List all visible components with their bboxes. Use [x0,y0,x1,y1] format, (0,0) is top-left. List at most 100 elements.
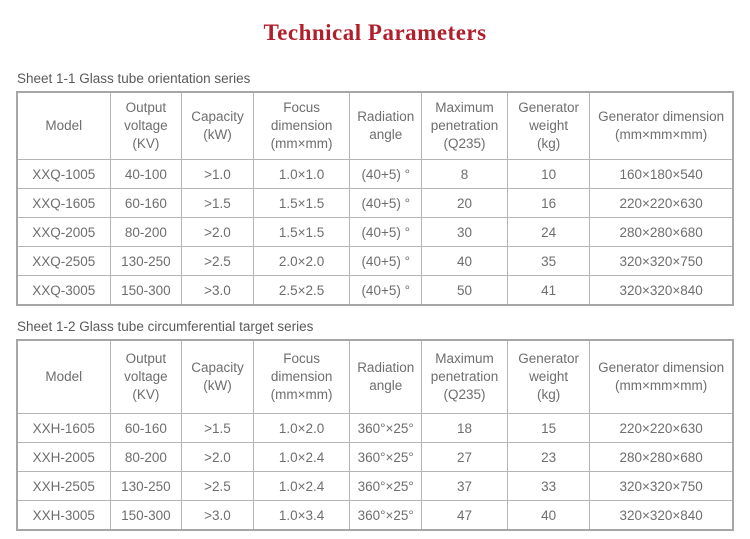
cell-focus: 1.5×1.5 [252,188,351,218]
cell-weight: 23 [506,442,591,472]
cell-penetration: 8 [421,159,508,189]
cell-dimension: 160×180×540 [589,159,734,189]
column-header-output-voltage: Output voltage (KV) [109,339,183,414]
cell-dimension: 280×280×680 [589,217,734,247]
sheet-2-caption: Sheet 1-2 Glass tube circumferential tar… [17,319,314,334]
cell-model: XXQ-2005 [16,217,111,247]
cell-capacity: >3.0 [181,275,254,306]
cell-focus: 1.0×2.4 [252,471,351,501]
cell-model: XXQ-1005 [16,159,111,189]
cell-dimension: 320×320×840 [589,500,734,531]
cell-penetration: 37 [421,471,508,501]
cell-angle: (40+5) ° [349,217,423,247]
table-row: XXH-3005 150-300 >3.0 1.0×3.4 360°×25° 4… [16,500,734,531]
cell-weight: 35 [506,246,591,276]
cell-focus: 1.5×1.5 [252,217,351,247]
cell-focus: 1.0×1.0 [252,159,351,189]
cell-capacity: >2.0 [181,442,254,472]
table-row: XXQ-3005 150-300 >3.0 2.5×2.5 (40+5) ° 5… [16,275,734,306]
cell-model: XXH-2505 [16,471,111,501]
cell-focus: 1.0×2.0 [252,413,351,443]
cell-angle: (40+5) ° [349,188,423,218]
cell-model: XXQ-2505 [16,246,111,276]
cell-voltage: 130-250 [109,246,183,276]
column-header-maximum-penetration: Maximum penetration (Q235) [421,91,508,160]
table-row: XXH-2505 130-250 >2.5 1.0×2.4 360°×25° 3… [16,471,734,501]
cell-voltage: 80-200 [109,442,183,472]
column-header-generator-dimension: Generator dimension (mm×mm×mm) [589,339,734,414]
column-header-model: Model [16,339,111,414]
cell-dimension: 320×320×750 [589,246,734,276]
column-header-focus-dimension: Focus dimension (mm×mm) [252,339,351,414]
column-header-generator-weight: Generator weight (kg) [506,339,591,414]
cell-angle: (40+5) ° [349,275,423,306]
cell-angle: 360°×25° [349,442,423,472]
sheet-1-caption: Sheet 1-1 Glass tube orientation series [17,71,251,86]
table-row: XXQ-2005 80-200 >2.0 1.5×1.5 (40+5) ° 30… [16,217,734,247]
cell-penetration: 20 [421,188,508,218]
column-header-generator-weight: Generator weight (kg) [506,91,591,160]
cell-dimension: 320×320×840 [589,275,734,306]
cell-angle: 360°×25° [349,500,423,531]
cell-capacity: >2.5 [181,246,254,276]
cell-weight: 10 [506,159,591,189]
column-header-radiation-angle: Radiation angle [349,91,423,160]
cell-model: XXH-2005 [16,442,111,472]
orientation-series-table: Model Output voltage (KV) Capacity (kW) … [16,91,734,306]
cell-weight: 16 [506,188,591,218]
column-header-generator-dimension: Generator dimension (mm×mm×mm) [589,91,734,160]
cell-capacity: >1.5 [181,188,254,218]
page-title: Technical Parameters [263,20,487,45]
column-header-radiation-angle: Radiation angle [349,339,423,414]
cell-model: XXQ-3005 [16,275,111,306]
header-row: Model Output voltage (KV) Capacity (kW) … [16,339,734,414]
table-row: XXQ-2505 130-250 >2.5 2.0×2.0 (40+5) ° 4… [16,246,734,276]
cell-voltage: 40-100 [109,159,183,189]
cell-weight: 41 [506,275,591,306]
cell-weight: 24 [506,217,591,247]
cell-voltage: 150-300 [109,500,183,531]
cell-voltage: 150-300 [109,275,183,306]
cell-angle: 360°×25° [349,413,423,443]
circumferential-series-table: Model Output voltage (KV) Capacity (kW) … [16,339,734,531]
cell-capacity: >1.0 [181,159,254,189]
cell-model: XXH-1605 [16,413,111,443]
cell-angle: (40+5) ° [349,159,423,189]
column-header-model: Model [16,91,111,160]
cell-capacity: >1.5 [181,413,254,443]
cell-dimension: 220×220×630 [589,413,734,443]
cell-penetration: 27 [421,442,508,472]
cell-voltage: 80-200 [109,217,183,247]
column-header-capacity: Capacity (kW) [181,339,254,414]
cell-voltage: 60-160 [109,413,183,443]
table-row: XXQ-1605 60-160 >1.5 1.5×1.5 (40+5) ° 20… [16,188,734,218]
column-header-capacity: Capacity (kW) [181,91,254,160]
cell-angle: 360°×25° [349,471,423,501]
cell-focus: 1.0×3.4 [252,500,351,531]
cell-dimension: 280×280×680 [589,442,734,472]
table-row: XXH-2005 80-200 >2.0 1.0×2.4 360°×25° 27… [16,442,734,472]
cell-penetration: 18 [421,413,508,443]
cell-capacity: >2.5 [181,471,254,501]
cell-voltage: 130-250 [109,471,183,501]
cell-weight: 33 [506,471,591,501]
column-header-focus-dimension: Focus dimension (mm×mm) [252,91,351,160]
cell-model: XXQ-1605 [16,188,111,218]
cell-penetration: 47 [421,500,508,531]
cell-angle: (40+5) ° [349,246,423,276]
column-header-maximum-penetration: Maximum penetration (Q235) [421,339,508,414]
cell-voltage: 60-160 [109,188,183,218]
cell-focus: 2.5×2.5 [252,275,351,306]
cell-weight: 40 [506,500,591,531]
cell-weight: 15 [506,413,591,443]
cell-focus: 2.0×2.0 [252,246,351,276]
column-header-output-voltage: Output voltage (KV) [109,91,183,160]
header-row: Model Output voltage (KV) Capacity (kW) … [16,91,734,160]
cell-capacity: >2.0 [181,217,254,247]
cell-penetration: 50 [421,275,508,306]
cell-penetration: 40 [421,246,508,276]
cell-focus: 1.0×2.4 [252,442,351,472]
cell-model: XXH-3005 [16,500,111,531]
cell-dimension: 220×220×630 [589,188,734,218]
